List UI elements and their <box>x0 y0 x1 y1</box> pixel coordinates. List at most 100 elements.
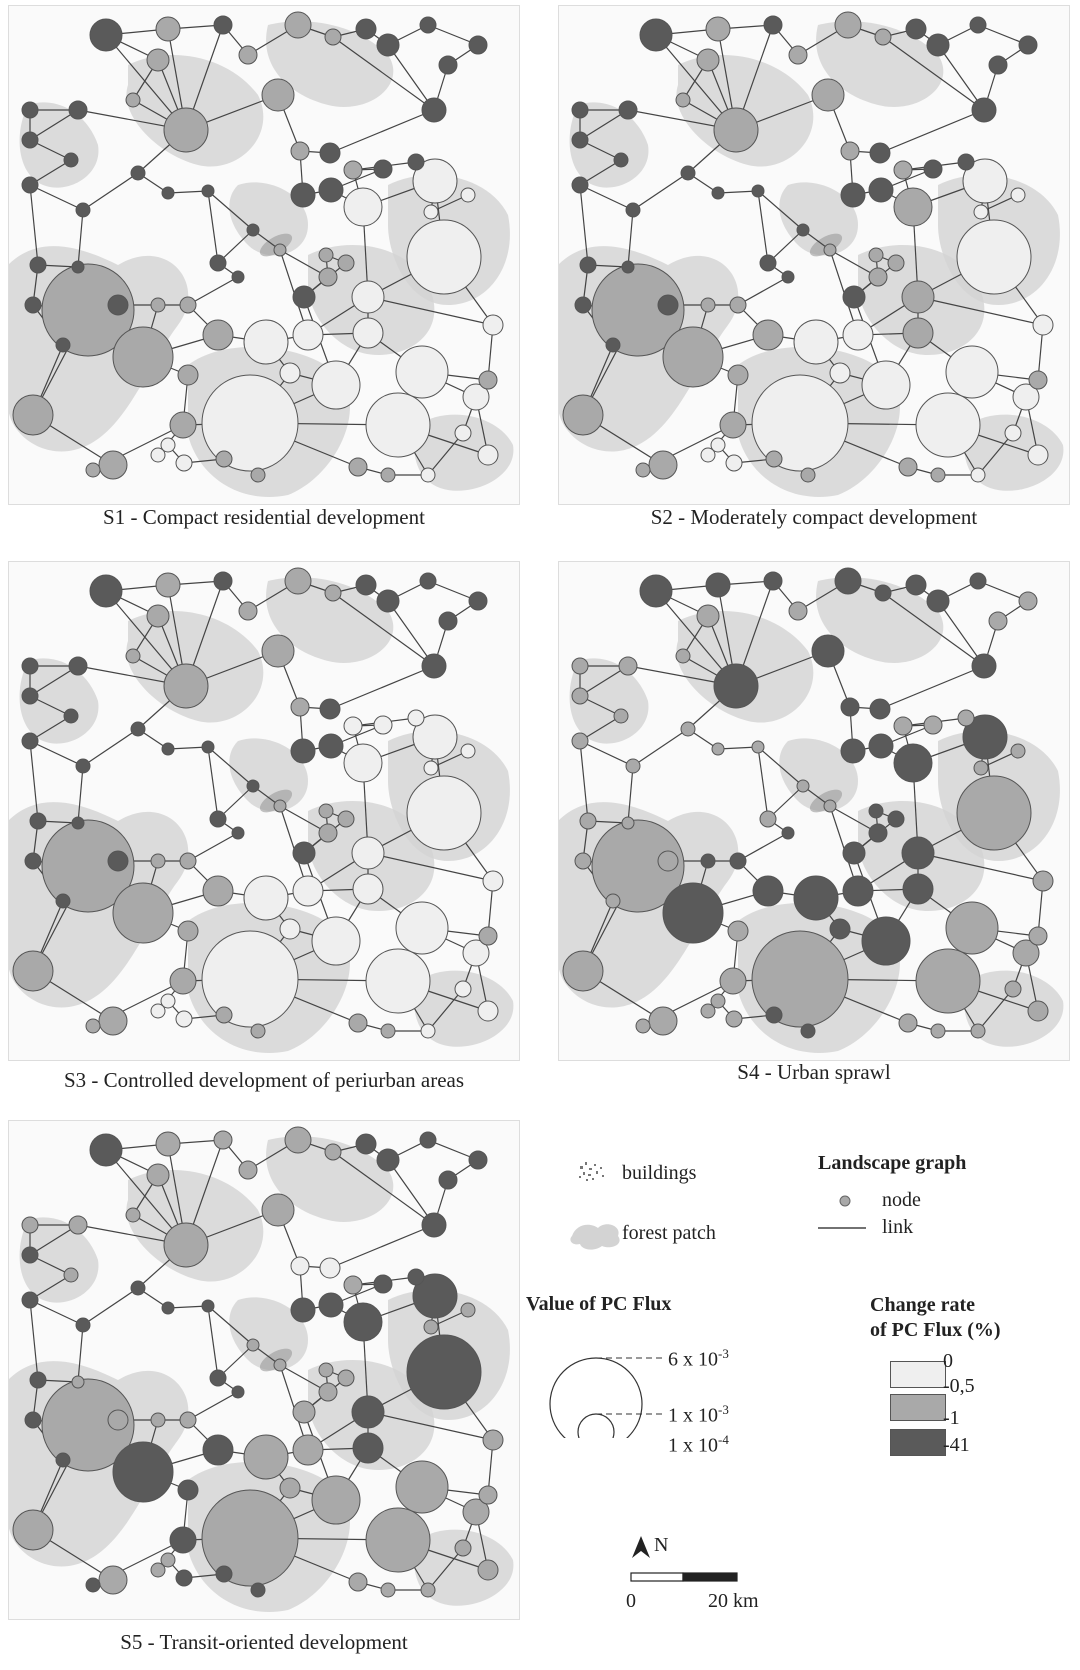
graph-node <box>373 1274 393 1294</box>
graph-link <box>187 276 239 306</box>
graph-node <box>829 362 851 384</box>
graph-node <box>454 980 472 998</box>
graph-node <box>421 1212 447 1238</box>
graph-node <box>763 571 783 591</box>
graph-node <box>438 611 458 631</box>
graph-node <box>246 1338 260 1352</box>
graph-node <box>290 141 310 161</box>
link-symbol-icon <box>818 1227 866 1229</box>
graph-node <box>343 1275 363 1295</box>
caption-s1: S1 - Compact residential development <box>103 505 425 529</box>
graph-node <box>893 716 913 736</box>
graph-node <box>905 574 927 596</box>
forest-patch <box>266 21 394 107</box>
graph-node <box>55 1452 71 1468</box>
graph-node <box>365 392 431 458</box>
map-panel-s4 <box>558 561 1070 1061</box>
graph-node <box>29 1371 47 1389</box>
graph-node <box>146 604 170 628</box>
graph-link <box>579 184 589 266</box>
graph-node <box>376 33 400 57</box>
graph-node <box>613 152 629 168</box>
graph-node <box>407 709 425 727</box>
graph-node <box>351 1395 385 1429</box>
graph-node <box>41 1378 135 1472</box>
graph-node <box>751 184 765 198</box>
graph-node <box>574 852 592 870</box>
graph-node <box>571 732 589 750</box>
graph-node <box>751 930 849 1028</box>
node-symbol-icon <box>839 1195 851 1207</box>
graph-link <box>427 432 464 476</box>
graph-node <box>579 812 597 830</box>
graph-node <box>901 280 935 314</box>
graph-node <box>412 1273 458 1319</box>
graph-link <box>427 1547 464 1591</box>
graph-link <box>879 665 985 710</box>
forest-patch <box>569 102 649 188</box>
graph-node <box>759 254 777 272</box>
graph-node <box>571 101 589 119</box>
graph-node <box>970 467 986 483</box>
caption-s3: S3 - Controlled development of periurban… <box>63 1068 465 1092</box>
scale-bar <box>630 1572 738 1582</box>
graph-node <box>635 1018 651 1034</box>
graph-node <box>971 97 997 123</box>
graph-node <box>618 100 638 120</box>
graph-node <box>700 447 716 463</box>
scale-end-label: 20 km <box>708 1590 759 1612</box>
graph-node <box>800 467 816 483</box>
graph-node <box>290 182 316 208</box>
graph-node <box>788 601 808 621</box>
scale-start-label: 0 <box>626 1590 636 1612</box>
graph-node <box>112 882 174 944</box>
graph-link <box>82 1287 139 1326</box>
graph-node <box>477 444 499 466</box>
graph-node <box>869 698 891 720</box>
graph-node <box>579 256 597 274</box>
graph-node <box>840 182 866 208</box>
graph-node <box>969 16 987 34</box>
graph-link <box>77 209 84 268</box>
graph-node <box>343 743 383 783</box>
graph-node <box>250 1023 266 1039</box>
landscape-graph-s3 <box>8 561 520 1061</box>
graph-link <box>757 190 804 231</box>
graph-node <box>562 394 604 436</box>
graph-node <box>680 721 696 737</box>
map-legend: buildings forest patch Landscape graph n… <box>526 1118 1060 1658</box>
graph-node <box>273 799 287 813</box>
graph-node <box>861 916 911 966</box>
graph-node <box>85 1577 101 1593</box>
graph-node <box>460 1302 476 1318</box>
graph-node <box>243 1434 289 1480</box>
graph-node <box>705 16 731 42</box>
graph-node <box>1018 35 1038 55</box>
graph-node <box>412 158 458 204</box>
graph-link <box>29 184 84 211</box>
graph-node <box>478 926 498 946</box>
graph-node <box>380 467 396 483</box>
graph-node <box>169 967 197 995</box>
graph-node <box>874 28 892 46</box>
graph-node <box>250 1582 266 1598</box>
graph-node <box>898 457 918 477</box>
map-frame <box>8 5 520 505</box>
graph-node <box>893 187 933 227</box>
graph-node <box>454 424 472 442</box>
graph-node <box>751 374 849 472</box>
graph-node <box>635 462 651 478</box>
graph-node <box>348 1013 368 1033</box>
graph-node <box>796 779 810 793</box>
graph-node <box>155 1131 181 1157</box>
graph-node <box>215 450 233 468</box>
graph-node <box>988 55 1008 75</box>
graph-node <box>209 254 227 272</box>
graph-node <box>279 1477 301 1499</box>
graph-node <box>420 467 436 483</box>
graph-node <box>887 810 905 828</box>
graph-link <box>717 190 759 194</box>
graph-node <box>705 572 731 598</box>
graph-node <box>201 740 215 754</box>
graph-node <box>125 1207 141 1223</box>
